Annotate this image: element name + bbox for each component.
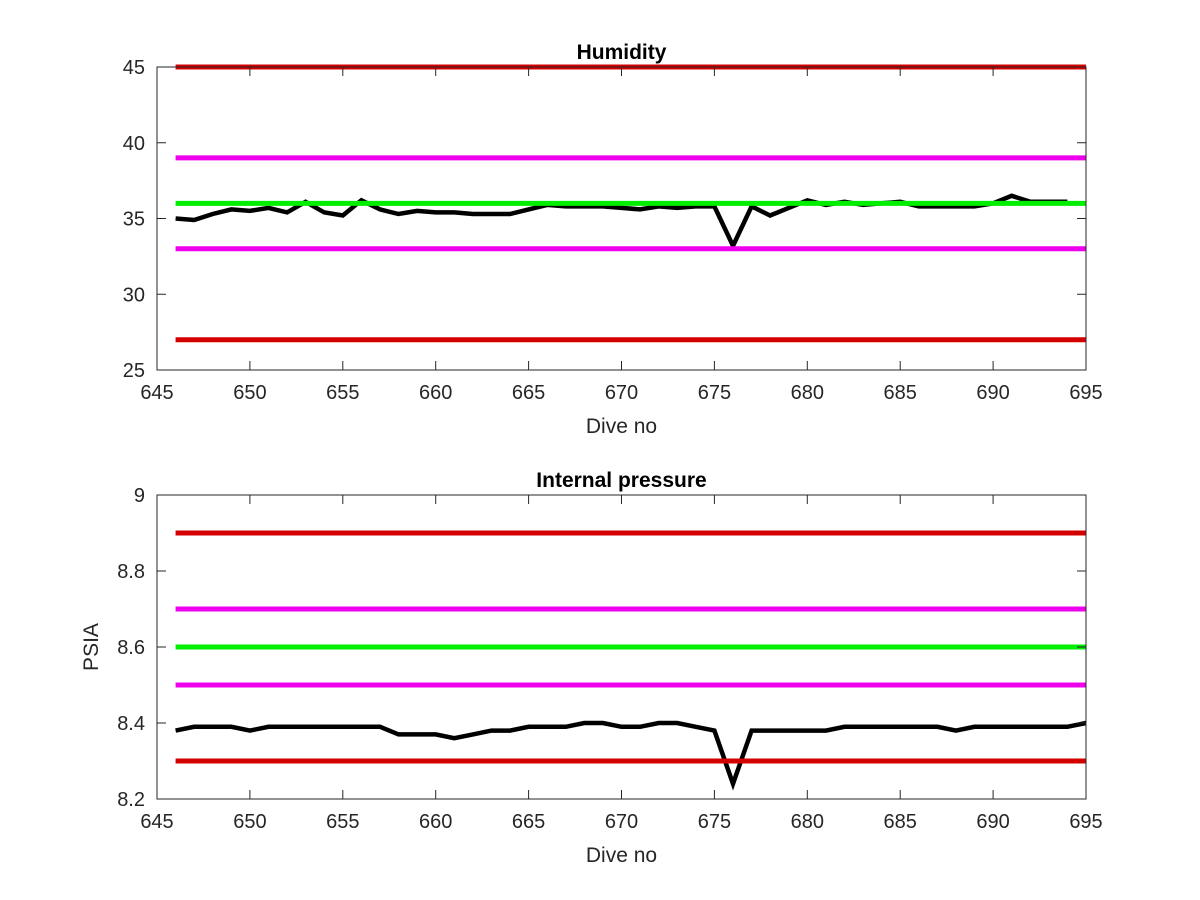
y-tick-label: 40: [123, 133, 145, 155]
x-tick-label: 675: [698, 382, 731, 404]
chart-title: Humidity: [577, 41, 667, 64]
x-tick-label: 680: [791, 811, 824, 833]
x-tick-label: 685: [884, 811, 917, 833]
x-tick-label: 660: [419, 811, 452, 833]
y-tick-label: 8.2: [117, 789, 145, 811]
y-tick-label: 8.6: [117, 637, 145, 659]
y-tick-label: 9: [134, 485, 145, 507]
x-tick-label: 695: [1069, 811, 1102, 833]
x-tick-label: 695: [1069, 382, 1102, 404]
y-tick-label: 8.4: [117, 713, 145, 735]
x-tick-label: 675: [698, 811, 731, 833]
x-tick-label: 655: [326, 811, 359, 833]
y-tick-label: 45: [123, 57, 145, 79]
internal-pressure-chart: 645 650 655 660 665 670 675 680 685 690 695 8.2 8.4 8…: [80, 469, 1103, 867]
y-axis-label: PSIA: [80, 623, 103, 671]
x-axis-label: Dive no: [586, 844, 657, 867]
chart-title: Internal pressure: [536, 469, 706, 492]
x-tick-label: 645: [140, 382, 173, 404]
y-tick-label: 30: [123, 284, 145, 306]
y-tick-label: 25: [123, 360, 145, 382]
x-tick-label: 690: [976, 811, 1009, 833]
data-series-line: [175, 720, 1087, 791]
x-tick-label: 680: [791, 382, 824, 404]
x-tick-label: 645: [140, 811, 173, 833]
x-tick-label: 650: [233, 382, 266, 404]
plot-area: [157, 67, 1086, 370]
y-tick-label: 8.8: [117, 561, 145, 583]
x-tick-label: 670: [605, 811, 638, 833]
series-group: [175, 530, 1087, 791]
y-tick-label: 35: [123, 209, 145, 231]
x-tick-label: 660: [419, 382, 452, 404]
x-tick-label: 685: [884, 382, 917, 404]
data-series-line: [175, 193, 1068, 252]
x-tick-label: 690: [976, 382, 1009, 404]
x-tick-label: 655: [326, 382, 359, 404]
x-tick-label: 665: [512, 382, 545, 404]
humidity-chart: 645 650 655 660 665 670 675 680 685 690 695 25 30 35 4…: [123, 41, 1103, 438]
x-tick-label: 650: [233, 811, 266, 833]
x-axis-label: Dive no: [586, 415, 657, 438]
x-tick-label: 670: [605, 382, 638, 404]
x-tick-label: 665: [512, 811, 545, 833]
